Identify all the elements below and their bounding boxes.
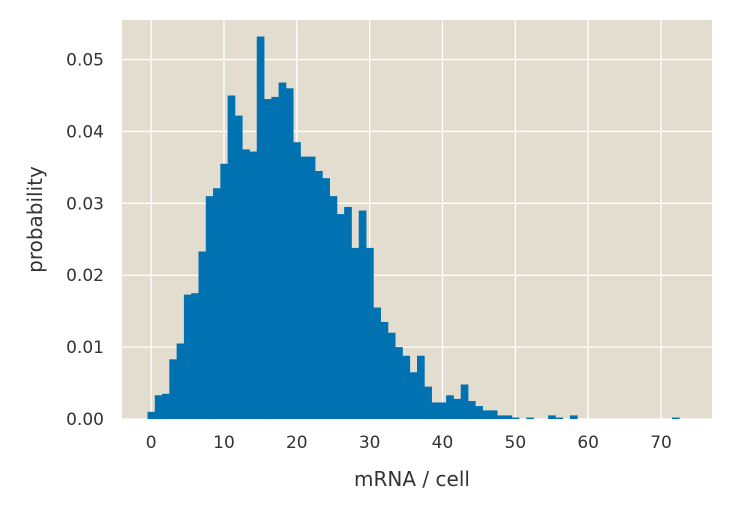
y-tick-label: 0.00 (66, 410, 104, 430)
histogram-bar (154, 395, 163, 419)
histogram-bar (147, 411, 156, 419)
histogram-bar (205, 196, 214, 419)
histogram-bar (293, 142, 301, 419)
histogram-bar (329, 196, 338, 419)
histogram-bar (213, 188, 221, 419)
histogram-bar (475, 406, 483, 419)
histogram-bar (344, 206, 352, 419)
histogram-bar (300, 156, 309, 419)
histogram-bar (183, 294, 192, 419)
histogram-bars (147, 36, 680, 420)
histogram-bar (555, 417, 564, 419)
histogram-bar (249, 151, 258, 419)
histogram-bar (169, 359, 178, 419)
histogram-bar (446, 395, 454, 419)
histogram-bar (176, 343, 185, 419)
x-axis-label: mRNA / cell (354, 467, 470, 491)
x-tick-label: 30 (359, 433, 381, 453)
histogram-bar (191, 293, 199, 419)
histogram-bar (351, 247, 360, 419)
histogram-bar (256, 36, 265, 420)
x-tick-label: 60 (577, 433, 599, 453)
histogram-bar (395, 347, 403, 419)
histogram-bar (198, 251, 207, 419)
histogram-bar (373, 307, 381, 419)
histogram-bar (366, 247, 374, 419)
x-tick-label: 70 (650, 433, 672, 453)
histogram-bar (569, 415, 578, 419)
histogram-bar (162, 393, 170, 419)
histogram-bar (424, 386, 432, 419)
histogram-bar (431, 402, 440, 419)
x-tick-label: 50 (505, 433, 527, 453)
histogram-bar (671, 417, 680, 419)
x-tick-labels: 0 10 20 30 40 50 60 70 (146, 433, 672, 453)
histogram-bar (467, 401, 476, 419)
histogram-bar (438, 402, 447, 419)
histogram-bar (242, 149, 250, 420)
histogram-bar (264, 99, 272, 419)
histogram-bar (504, 415, 513, 419)
histogram-bar (307, 156, 316, 419)
y-tick-label: 0.02 (66, 266, 104, 286)
histogram-bar (453, 398, 462, 419)
x-tick-label: 0 (146, 433, 157, 453)
histogram-bar (227, 95, 236, 420)
histogram-bar (417, 355, 425, 419)
histogram-bar (271, 96, 280, 420)
histogram-bar (358, 210, 367, 419)
histogram-bar (511, 417, 520, 419)
y-tick-labels: 0.00 0.01 0.02 0.03 0.04 0.05 (66, 51, 104, 430)
histogram-bar (482, 410, 491, 419)
y-tick-label: 0.03 (66, 194, 104, 214)
histogram-bar (548, 415, 556, 419)
histogram-bar (220, 163, 229, 419)
histogram-bar (489, 410, 498, 419)
x-tick-label: 40 (432, 433, 454, 453)
y-tick-label: 0.05 (66, 51, 104, 71)
y-tick-label: 0.01 (66, 338, 104, 358)
histogram-bar (402, 355, 411, 419)
histogram-bar (380, 321, 389, 419)
histogram-bar (315, 170, 323, 419)
histogram-bar (336, 214, 345, 419)
y-tick-label: 0.04 (66, 122, 104, 142)
histogram-bar (234, 115, 243, 420)
histogram-bar (322, 178, 330, 419)
x-tick-label: 10 (213, 433, 235, 453)
histogram-bar (285, 88, 294, 419)
histogram-bar (460, 384, 469, 419)
histogram-bar (409, 372, 418, 419)
histogram-bar (387, 332, 396, 419)
x-tick-label: 20 (286, 433, 308, 453)
histogram-bar (278, 82, 287, 419)
y-axis-label: probability (23, 166, 47, 273)
histogram-bar (526, 417, 534, 419)
histogram-bar (497, 415, 505, 419)
